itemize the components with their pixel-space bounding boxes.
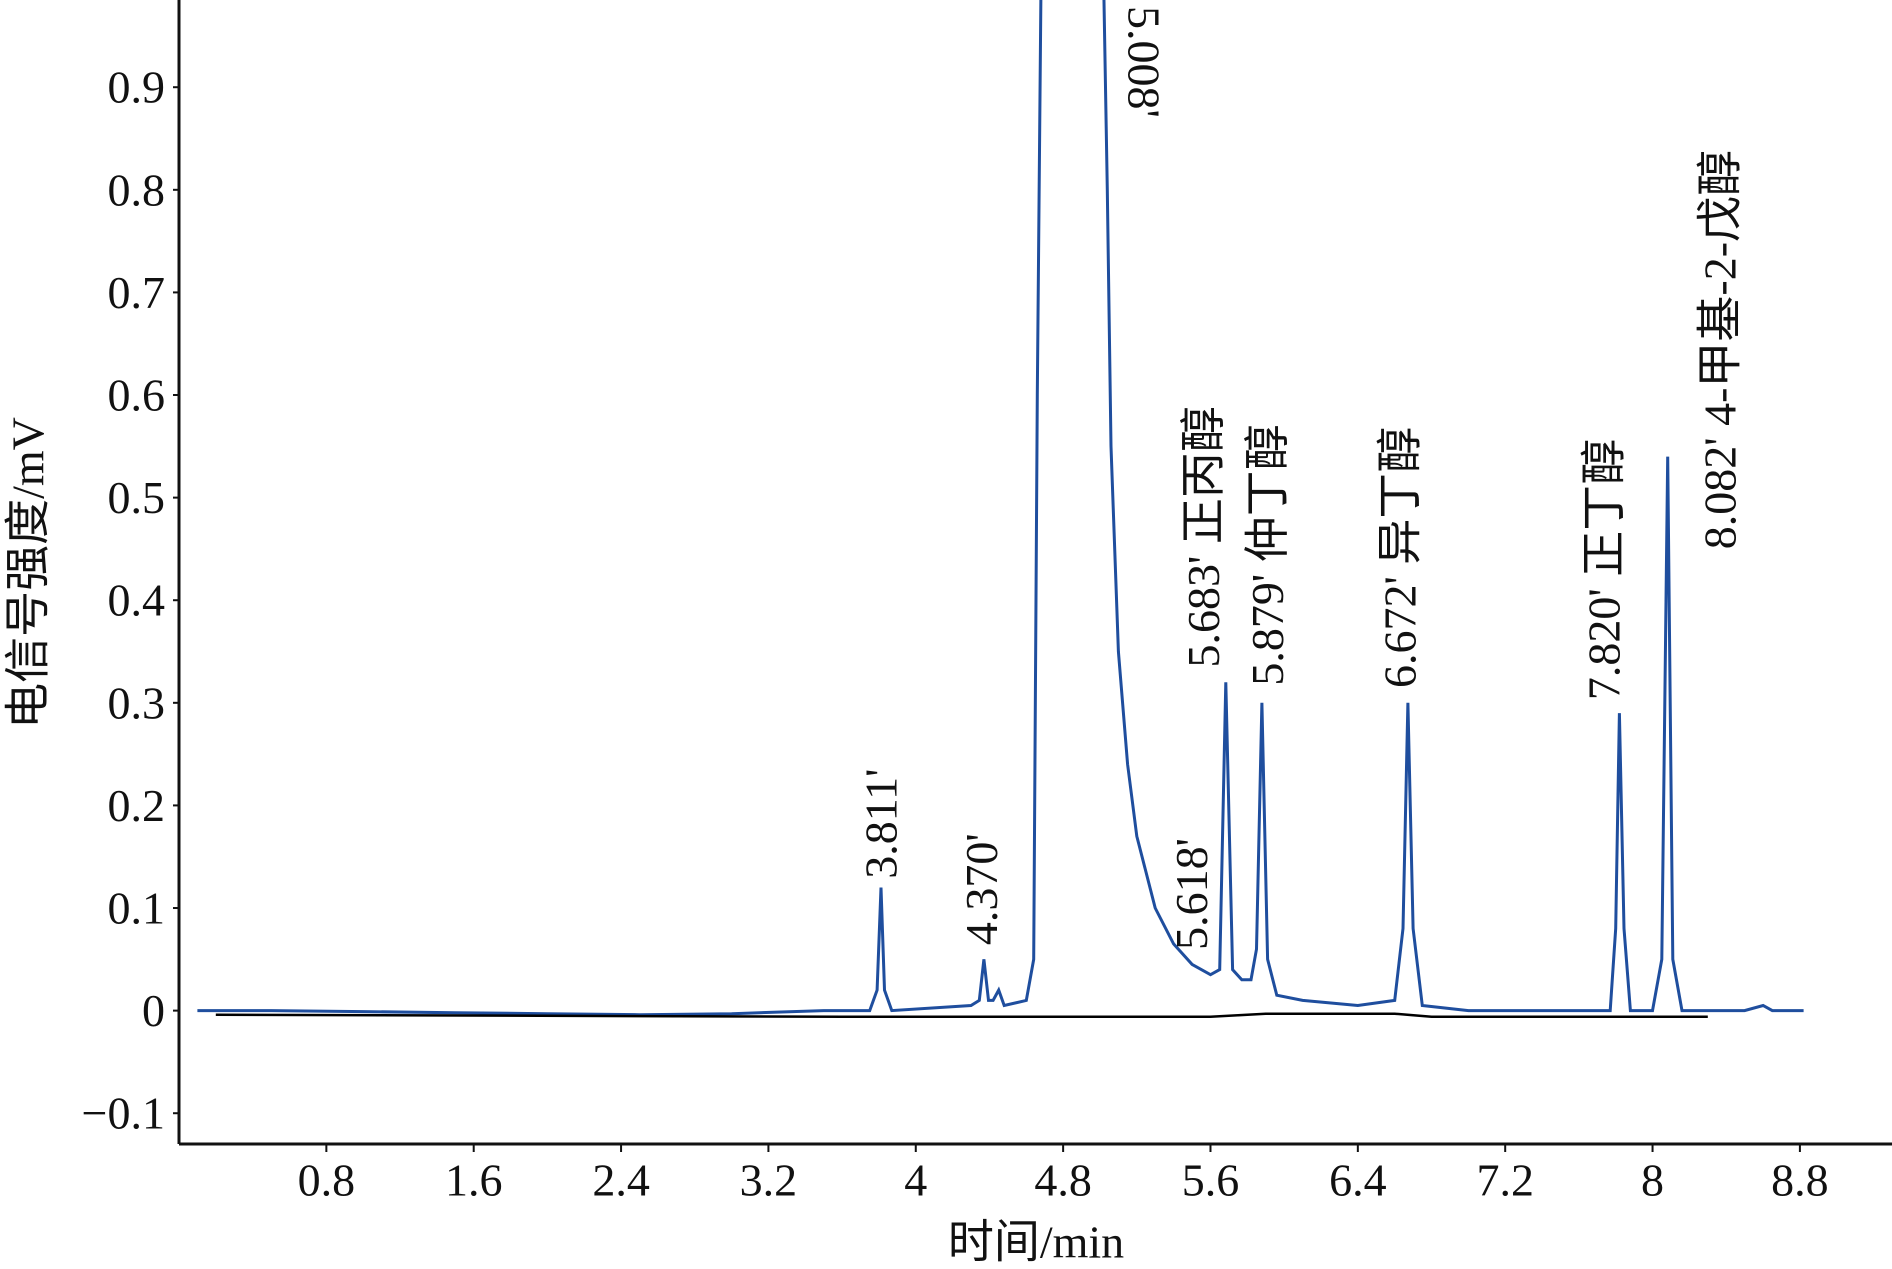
y-tick-label: 0.4 xyxy=(108,575,166,626)
peak-label: 6.672' 异丁醇 xyxy=(1375,427,1426,688)
x-tick-label: 8 xyxy=(1641,1155,1664,1206)
x-tick-label: 4 xyxy=(904,1155,927,1206)
peak-label: 8.082' 4-甲基-2-戊醇 xyxy=(1694,150,1745,549)
peak-label: 4.370' xyxy=(956,833,1007,945)
peak-label: 5.683' 正丙醇 xyxy=(1178,406,1229,667)
line xyxy=(215,1012,1708,1019)
line xyxy=(197,0,1804,1017)
x-axis-title: 时间/min xyxy=(948,1217,1124,1268)
y-tick-label: 0.6 xyxy=(108,370,166,421)
peak-label: 7.820' 正丁醇 xyxy=(1579,439,1630,700)
y-tick-label: 0 xyxy=(142,985,165,1036)
peak-label: 3.811' xyxy=(856,769,907,879)
y-tick-label: 0.2 xyxy=(108,780,166,831)
peak-label: 5.879' 仲丁醇 xyxy=(1242,424,1293,685)
x-tick-label: 0.8 xyxy=(298,1155,356,1206)
x-tick-label: 6.4 xyxy=(1329,1155,1387,1206)
peak-label: 5.008' xyxy=(1119,6,1170,118)
y-tick-label: 0.3 xyxy=(108,677,166,728)
x-tick-label: 8.8 xyxy=(1771,1155,1829,1206)
x-tick-label: 4.8 xyxy=(1034,1155,1092,1206)
peak-label: 5.618' xyxy=(1166,838,1217,950)
x-tick-label: 3.2 xyxy=(740,1155,798,1206)
x-tick-label: 1.6 xyxy=(445,1155,503,1206)
x-tick-label: 2.4 xyxy=(592,1155,650,1206)
y-tick-label: −0.1 xyxy=(82,1088,165,1139)
y-tick-label: 0.9 xyxy=(108,62,166,113)
y-tick-label: 0.7 xyxy=(108,267,166,318)
x-tick-label: 5.6 xyxy=(1182,1155,1240,1206)
y-tick-label: 0.1 xyxy=(108,883,166,934)
y-tick-label: 0.5 xyxy=(108,472,166,523)
x-tick-label: 7.2 xyxy=(1476,1155,1534,1206)
y-axis-title: 电信号强度/mV xyxy=(3,417,54,729)
y-tick-label: 0.8 xyxy=(108,164,166,215)
